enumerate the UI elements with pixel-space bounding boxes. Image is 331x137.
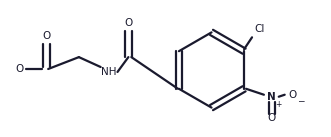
Text: O: O (15, 64, 24, 74)
Text: N: N (267, 92, 276, 102)
Text: Cl: Cl (255, 24, 265, 34)
Text: −: − (297, 96, 304, 105)
Text: O: O (289, 90, 297, 100)
Text: NH: NH (101, 67, 116, 77)
Text: O: O (268, 113, 276, 123)
Text: O: O (42, 31, 50, 41)
Text: O: O (124, 18, 132, 28)
Text: +: + (276, 100, 282, 109)
